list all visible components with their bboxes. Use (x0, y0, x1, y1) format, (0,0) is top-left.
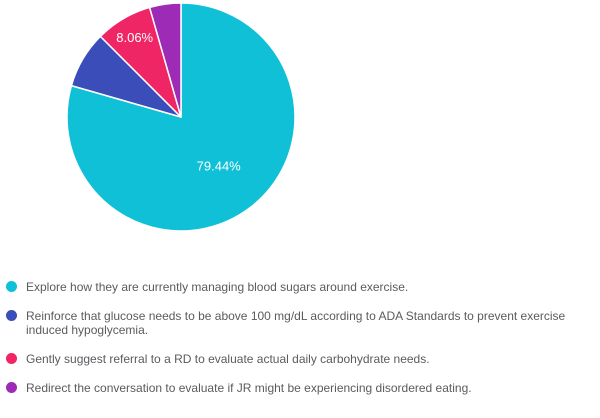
legend-label: Reinforce that glucose needs to be above… (26, 309, 566, 337)
pie-data-label: 79.44% (197, 159, 242, 174)
legend-marker-circle (6, 310, 17, 321)
pie-chart: 79.44% 8.06% (66, 2, 296, 232)
legend-label: Gently suggest referral to a RD to evalu… (26, 352, 430, 366)
legend-label: Redirect the conversation to evaluate if… (26, 381, 472, 395)
legend-label: Explore how they are currently managing … (26, 280, 409, 294)
legend-marker-circle (6, 281, 17, 292)
legend-marker-circle (6, 382, 17, 393)
legend-item: Redirect the conversation to evaluate if… (6, 381, 598, 395)
pie-data-label: 8.06% (116, 30, 153, 45)
legend-marker-circle (6, 353, 17, 364)
legend-item: Gently suggest referral to a RD to evalu… (6, 352, 598, 366)
legend-item: Reinforce that glucose needs to be above… (6, 309, 598, 337)
legend-item: Explore how they are currently managing … (6, 280, 598, 294)
pie-slice[interactable] (148, 2, 182, 118)
chart-legend: Explore how they are currently managing … (6, 280, 598, 395)
